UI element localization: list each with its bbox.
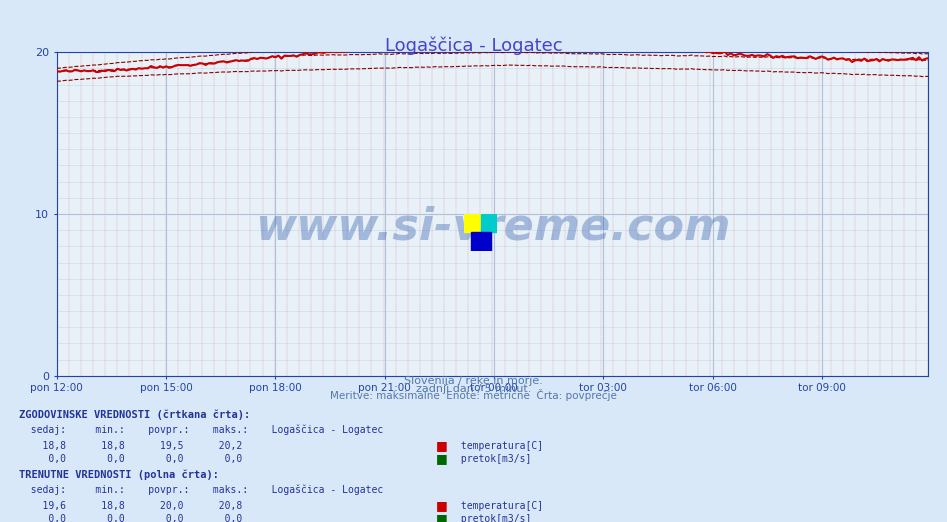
Text: Meritve: maksimalne  Enote: metrične  Črta: povprečje: Meritve: maksimalne Enote: metrične Črta…: [331, 389, 616, 401]
Text: ■: ■: [436, 512, 447, 522]
Text: ■: ■: [436, 499, 447, 512]
Text: pretok[m3/s]: pretok[m3/s]: [455, 454, 531, 464]
Text: pretok[m3/s]: pretok[m3/s]: [455, 514, 531, 522]
Bar: [481, 214, 497, 232]
Text: sedaj:     min.:    povpr.:    maks.:    Logaščica - Logatec: sedaj: min.: povpr.: maks.: Logaščica - …: [19, 485, 384, 495]
Text: ■: ■: [436, 439, 447, 452]
Bar: [471, 232, 491, 251]
Text: 19,6      18,8      20,0      20,8: 19,6 18,8 20,0 20,8: [19, 501, 242, 511]
Text: ZGODOVINSKE VREDNOSTI (črtkana črta):: ZGODOVINSKE VREDNOSTI (črtkana črta):: [19, 409, 250, 420]
Text: Slovenija / reke in morje.: Slovenija / reke in morje.: [404, 376, 543, 386]
Text: zadnji dan / 5 minut.: zadnji dan / 5 minut.: [416, 384, 531, 394]
Text: sedaj:     min.:    povpr.:    maks.:    Logaščica - Logatec: sedaj: min.: povpr.: maks.: Logaščica - …: [19, 425, 384, 435]
Text: www.si-vreme.com: www.si-vreme.com: [255, 206, 730, 248]
Text: TRENUTNE VREDNOSTI (polna črta):: TRENUTNE VREDNOSTI (polna črta):: [19, 469, 219, 480]
Text: 18,8      18,8      19,5      20,2: 18,8 18,8 19,5 20,2: [19, 441, 242, 451]
Bar: [464, 214, 481, 232]
Text: temperatura[C]: temperatura[C]: [455, 501, 543, 511]
Text: Logaščica - Logatec: Logaščica - Logatec: [384, 37, 563, 55]
Text: temperatura[C]: temperatura[C]: [455, 441, 543, 451]
Text: 0,0       0,0       0,0       0,0: 0,0 0,0 0,0 0,0: [19, 454, 242, 464]
Text: ■: ■: [436, 452, 447, 465]
Text: 0,0       0,0       0,0       0,0: 0,0 0,0 0,0 0,0: [19, 514, 242, 522]
